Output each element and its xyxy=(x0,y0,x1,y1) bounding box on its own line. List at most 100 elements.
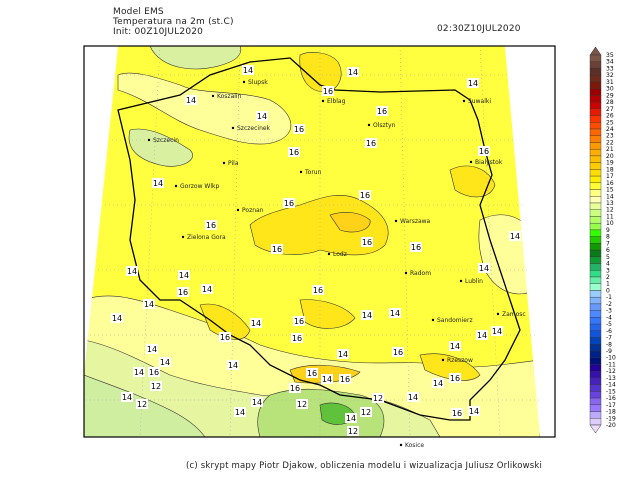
contour-label: 12 xyxy=(296,399,308,409)
colorbar-tick-label: 30 xyxy=(606,86,614,93)
colorbar-over-triangle xyxy=(589,46,602,56)
colorbar-tick-label: -14 xyxy=(606,382,616,389)
svg-text:16: 16 xyxy=(292,334,302,343)
contour-label: 16 xyxy=(410,242,422,252)
svg-text:14: 14 xyxy=(186,96,196,105)
svg-text:14: 14 xyxy=(252,398,262,407)
svg-text:16: 16 xyxy=(178,288,188,297)
colorbar-tick-label: 21 xyxy=(606,146,614,153)
contour-label: 14 xyxy=(133,367,145,377)
contour-label: 12 xyxy=(347,426,359,436)
contour-label: 14 xyxy=(478,263,490,273)
contour-label: 14 xyxy=(432,378,444,388)
colorbar-tick-label: 28 xyxy=(606,99,614,106)
contour-label: 14 xyxy=(143,299,155,309)
contour-label: 12 xyxy=(360,407,372,417)
svg-text:14: 14 xyxy=(450,342,460,351)
svg-text:16: 16 xyxy=(362,238,372,247)
colorbar-tick-label: -4 xyxy=(606,314,612,321)
city-label: Lodz xyxy=(333,251,347,258)
colorbar-cell xyxy=(589,283,602,291)
contour-label: 16 xyxy=(365,138,377,148)
svg-text:16: 16 xyxy=(450,374,460,383)
colorbar-cell xyxy=(589,54,602,62)
contour-label: 16 xyxy=(306,368,318,378)
city-dot xyxy=(321,99,325,103)
colorbar-tick-label: -11 xyxy=(606,361,616,368)
colorbar-cell xyxy=(589,196,602,204)
city-dot xyxy=(496,312,500,316)
contour-label: 14 xyxy=(337,349,349,359)
svg-text:16: 16 xyxy=(340,375,350,384)
contour-label: 16 xyxy=(293,316,305,326)
city-dot xyxy=(404,271,408,275)
colorbar-tick-label: 17 xyxy=(606,173,614,180)
contour-label: 16 xyxy=(289,383,301,393)
contour-label: 16 xyxy=(359,190,371,200)
colorbar-tick-label: 15 xyxy=(606,187,614,194)
contour-label: 14 xyxy=(407,392,419,402)
colorbar-tick-label: -10 xyxy=(606,355,616,362)
city-label: Warszawa xyxy=(400,218,431,225)
colorbar-cell xyxy=(589,249,602,258)
contour-label: 16 xyxy=(392,347,404,357)
city-dot xyxy=(459,279,463,283)
colorbar-tick-label: -19 xyxy=(606,415,616,422)
city-label: Olsztyn xyxy=(373,122,396,129)
colorbar-tick-label: 18 xyxy=(606,166,614,173)
colorbar: 3534333231302928272625242322212019181716… xyxy=(589,46,616,434)
svg-text:16: 16 xyxy=(479,147,489,156)
svg-text:16: 16 xyxy=(149,368,159,377)
svg-text:12: 12 xyxy=(348,427,358,436)
city-dot xyxy=(299,170,303,174)
colorbar-cell xyxy=(589,175,602,184)
svg-text:16: 16 xyxy=(272,245,282,254)
svg-text:12: 12 xyxy=(137,400,147,409)
colorbar-tick-label: -5 xyxy=(606,321,612,328)
colorbar-tick-label: -18 xyxy=(606,409,616,416)
colorbar-tick-label: 31 xyxy=(606,79,614,86)
city-label: Szczecin xyxy=(153,137,179,144)
colorbar-tick-label: 2 xyxy=(606,274,610,281)
city-dot xyxy=(367,123,371,127)
svg-text:16: 16 xyxy=(284,199,294,208)
colorbar-tick-label: 33 xyxy=(606,65,614,72)
colorbar-tick-label: 32 xyxy=(606,72,614,79)
svg-text:14: 14 xyxy=(153,179,163,188)
svg-text:14: 14 xyxy=(127,267,137,276)
svg-text:16: 16 xyxy=(360,191,370,200)
svg-text:14: 14 xyxy=(257,112,267,121)
colorbar-cell xyxy=(589,135,602,143)
svg-text:16: 16 xyxy=(393,348,403,357)
contour-label: 16 xyxy=(271,244,283,254)
city-label: Slupsk xyxy=(248,79,268,86)
colorbar-tick-label: 35 xyxy=(606,52,614,59)
contour-label: 14 xyxy=(146,344,158,354)
model-name: Model EMS xyxy=(113,7,164,17)
city-dot xyxy=(181,235,185,239)
colorbar-tick-label: -17 xyxy=(606,402,616,409)
svg-text:14: 14 xyxy=(468,79,478,88)
colorbar-tick-label: -7 xyxy=(606,335,612,342)
colorbar-tick-label: 25 xyxy=(606,119,614,126)
colorbar-tick-label: 10 xyxy=(606,220,614,227)
svg-text:14: 14 xyxy=(228,361,238,370)
contour-label: 14 xyxy=(345,413,357,423)
colorbar-cell xyxy=(589,290,602,298)
contour-label: 16 xyxy=(283,198,295,208)
svg-text:16: 16 xyxy=(366,139,376,148)
contour-label: 14 xyxy=(234,407,246,417)
colorbar-tick-label: 23 xyxy=(606,133,614,140)
svg-text:14: 14 xyxy=(433,379,443,388)
map-frame xyxy=(83,45,556,438)
colorbar-cell xyxy=(589,397,602,406)
contour-label: 14 xyxy=(178,270,190,280)
colorbar-tick-label: -13 xyxy=(606,375,616,382)
contour-label: 16 xyxy=(177,287,189,297)
colorbar-tick-label: 4 xyxy=(606,261,610,268)
contour-label: 16 xyxy=(451,408,463,418)
city-label: Zamosc xyxy=(502,311,526,318)
city-dot xyxy=(174,184,178,188)
city-label: Rzeszow xyxy=(447,357,473,364)
colorbar-tick-label: 20 xyxy=(606,153,614,160)
